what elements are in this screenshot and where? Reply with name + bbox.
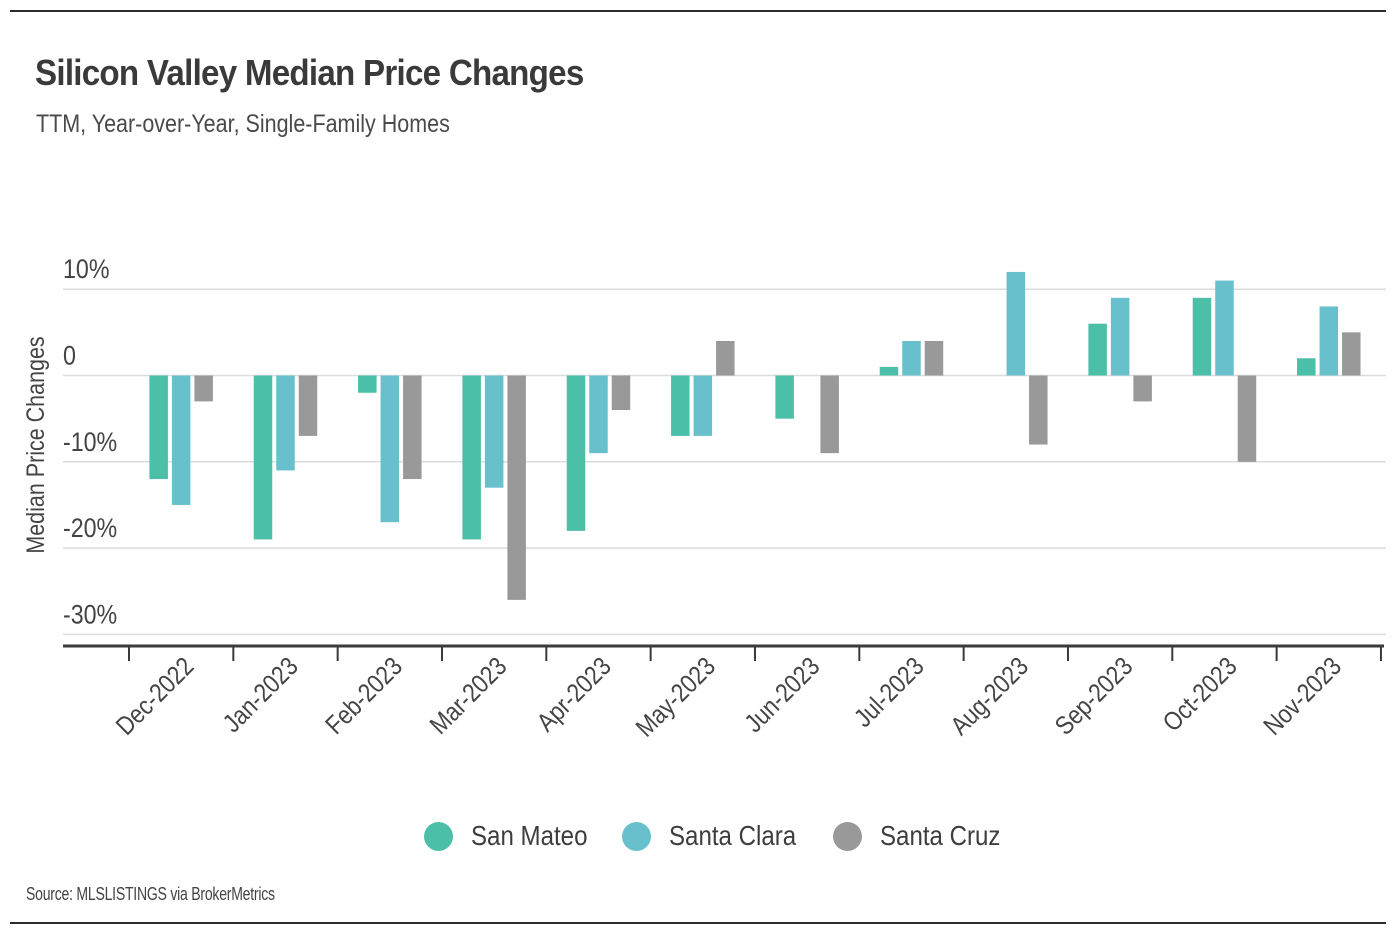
bar-san-mateo-sep-2023[interactable]	[1088, 323, 1107, 376]
bar-santa-clara-nov-2023[interactable]	[1319, 306, 1339, 376]
bar-san-mateo-may-2023[interactable]	[671, 375, 690, 436]
legend-item-santa-clara[interactable]: Santa Clara	[622, 820, 817, 852]
legend-item-santa-cruz[interactable]: Santa Cruz	[833, 820, 1020, 852]
bar-santa-cruz-nov-2023[interactable]	[1342, 332, 1361, 376]
source-note: Source: MLSLISTINGS via BrokerMetrics	[26, 884, 275, 904]
bar-san-mateo-jan-2023[interactable]	[253, 375, 273, 540]
bar-santa-clara-dec-2022[interactable]	[171, 375, 191, 505]
x-tick-label: Jun-2023	[739, 652, 825, 738]
bar-san-mateo-feb-2023[interactable]	[358, 375, 377, 393]
x-tick-label: Sep-2023	[1050, 652, 1139, 741]
legend-item-san-mateo[interactable]: San Mateo	[424, 820, 606, 852]
bar-san-mateo-dec-2022[interactable]	[149, 375, 168, 480]
y-tick-label: -20%	[63, 514, 117, 544]
bar-santa-cruz-apr-2023[interactable]	[611, 375, 631, 411]
bar-santa-clara-jan-2023[interactable]	[276, 375, 295, 471]
bar-san-mateo-jun-2023[interactable]	[775, 375, 794, 419]
bar-santa-clara-may-2023[interactable]	[693, 375, 713, 436]
legend-label: Santa Clara	[669, 820, 797, 851]
legend: San Mateo Santa Clara Santa Cruz	[424, 820, 1036, 852]
bars	[149, 271, 1361, 600]
bar-santa-clara-feb-2023[interactable]	[380, 375, 400, 523]
bar-san-mateo-nov-2023[interactable]	[1297, 358, 1316, 376]
x-tick-label: Jan-2023	[218, 652, 304, 738]
x-tick-label: Nov-2023	[1258, 652, 1347, 741]
y-axis-ticks: 10% 0 -10% -20% -30%	[63, 255, 117, 630]
x-tick-label: May-2023	[631, 652, 722, 743]
y-tick-label: 0	[63, 341, 76, 371]
bar-santa-cruz-jan-2023[interactable]	[298, 375, 318, 436]
x-tick-label: Apr-2023	[532, 652, 617, 737]
bar-santa-cruz-oct-2023[interactable]	[1237, 375, 1257, 462]
chart-title: Silicon Valley Median Price Changes	[35, 52, 584, 93]
bar-santa-clara-sep-2023[interactable]	[1110, 297, 1130, 376]
x-tick-label: Aug-2023	[945, 652, 1034, 741]
x-tick-label: Dec-2022	[111, 652, 200, 741]
y-tick-label: 10%	[63, 255, 109, 285]
chart-subtitle: TTM, Year-over-Year, Single-Family Homes	[36, 110, 450, 138]
bar-santa-clara-oct-2023[interactable]	[1215, 280, 1234, 376]
x-tick-label: Jul-2023	[849, 652, 930, 733]
bar-santa-cruz-feb-2023[interactable]	[403, 375, 422, 480]
y-tick-label: -10%	[63, 427, 117, 457]
bar-santa-cruz-dec-2022[interactable]	[194, 375, 213, 402]
x-tick-label: Mar-2023	[425, 652, 513, 740]
bar-santa-cruz-aug-2023[interactable]	[1029, 375, 1048, 445]
bar-san-mateo-mar-2023[interactable]	[462, 375, 481, 540]
bar-santa-cruz-sep-2023[interactable]	[1133, 375, 1152, 402]
legend-swatch-icon	[424, 821, 453, 851]
bar-santa-clara-jul-2023[interactable]	[902, 340, 921, 376]
bar-santa-cruz-may-2023[interactable]	[716, 340, 735, 376]
bottom-rule	[10, 922, 1386, 924]
legend-swatch-icon	[622, 821, 652, 851]
x-tick-label: Oct-2023	[1158, 652, 1243, 737]
bar-santa-clara-apr-2023[interactable]	[589, 375, 608, 454]
x-axis: Dec-2022 Jan-2023 Feb-2023 Mar-2023 Apr-2023…	[63, 644, 1384, 743]
bar-santa-cruz-mar-2023[interactable]	[507, 375, 526, 600]
bar-san-mateo-jul-2023[interactable]	[879, 366, 899, 376]
y-tick-label: -30%	[63, 600, 117, 630]
y-axis-label: Median Price Changes	[21, 336, 49, 553]
bar-san-mateo-oct-2023[interactable]	[1192, 297, 1212, 376]
bar-santa-cruz-jul-2023[interactable]	[924, 340, 944, 376]
legend-swatch-icon	[833, 821, 863, 851]
legend-label: Santa Cruz	[880, 820, 1001, 851]
bar-santa-clara-mar-2023[interactable]	[484, 375, 504, 488]
legend-label: San Mateo	[471, 820, 588, 851]
bar-santa-cruz-jun-2023[interactable]	[820, 375, 839, 454]
bar-san-mateo-apr-2023[interactable]	[566, 375, 586, 531]
x-tick-label: Feb-2023	[320, 652, 408, 740]
top-rule	[10, 10, 1386, 12]
bar-santa-clara-aug-2023[interactable]	[1006, 271, 1026, 376]
